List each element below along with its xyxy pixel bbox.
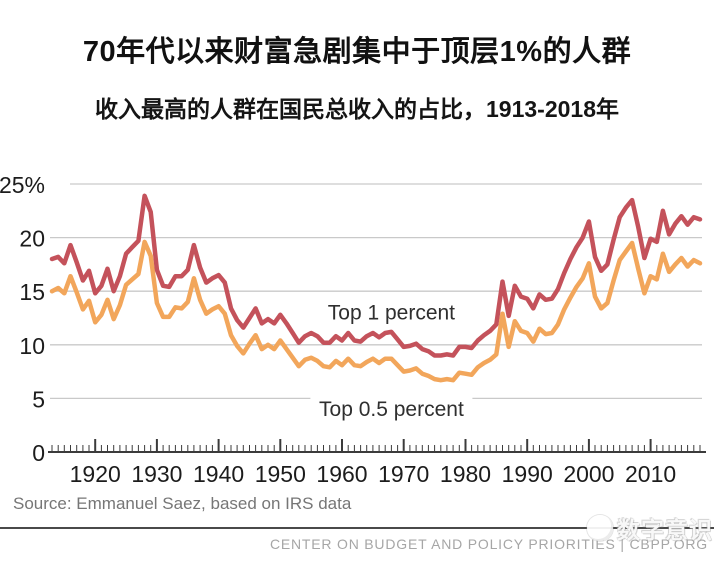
footer-rule bbox=[0, 527, 714, 529]
x-tick-label-1940: 1940 bbox=[193, 461, 244, 487]
x-axis: 1920 1930 1940 1950 1960 1970 1980 1990 2000 2010 bbox=[48, 439, 706, 487]
page-subtitle: 收入最高的人群在国民总收入的占比，1913-2018年 bbox=[95, 96, 619, 122]
x-tick-label-1920: 1920 bbox=[70, 461, 121, 487]
y-tick-label-0: 0 bbox=[32, 440, 45, 466]
x-tick-label-1950: 1950 bbox=[255, 461, 306, 487]
annotation-top-1-percent: Top 1 percent bbox=[328, 302, 455, 325]
x-tick-label-1990: 1990 bbox=[502, 461, 553, 487]
series-inline-labels: Top 1 percent Top 0.5 percent bbox=[319, 302, 464, 422]
y-tick-label-10: 10 bbox=[19, 333, 45, 359]
x-tick-label-1980: 1980 bbox=[440, 461, 491, 487]
annotation-top-0-5-percent: Top 0.5 percent bbox=[319, 398, 464, 421]
watermark-text: 数字意识 bbox=[617, 517, 713, 543]
page-title: 70年代以来财富急剧集中于顶层1%的人群 bbox=[82, 36, 632, 68]
x-tick-label-1930: 1930 bbox=[131, 461, 182, 487]
x-tick-label-1960: 1960 bbox=[316, 461, 367, 487]
y-tick-label-20: 20 bbox=[19, 226, 45, 252]
watermark-mascot-icon bbox=[587, 515, 613, 541]
source-note: Source: Emmanuel Saez, based on IRS data bbox=[13, 494, 352, 513]
y-axis-labels: 0 5 10 15 20 25% bbox=[0, 172, 45, 466]
watermark: 数字意识 bbox=[587, 511, 713, 545]
x-tick-label-2010: 2010 bbox=[625, 461, 676, 487]
series-line-top-1-percent bbox=[49, 193, 703, 358]
series-line-top-0-5-percent bbox=[49, 239, 703, 383]
y-tick-label-5: 5 bbox=[32, 386, 45, 412]
y-tick-label-15: 15 bbox=[19, 279, 45, 305]
x-tick-label-1970: 1970 bbox=[378, 461, 429, 487]
gridlines bbox=[50, 183, 702, 400]
y-tick-label-25: 25% bbox=[0, 172, 45, 198]
x-tick-label-2000: 2000 bbox=[563, 461, 614, 487]
series-lines bbox=[49, 193, 703, 383]
income-share-chart: 0 5 10 15 20 25% 1920 1930 1940 1950 1960 1970 1980… bbox=[0, 172, 706, 487]
